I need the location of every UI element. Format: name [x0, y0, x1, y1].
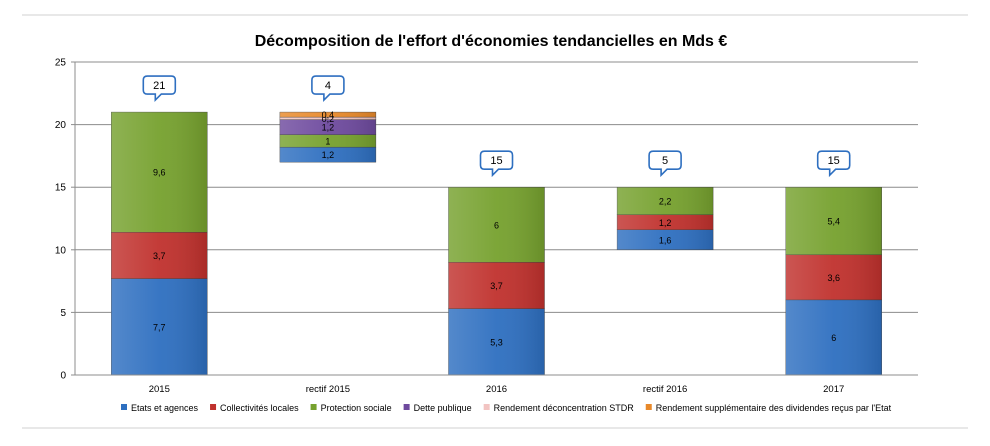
- total-label: 21: [153, 80, 165, 92]
- data-label: 7,7: [153, 322, 166, 332]
- data-label: 1,2: [322, 150, 335, 160]
- legend-label: Dette publique: [414, 403, 472, 413]
- bar-segment-shade: [448, 262, 545, 309]
- y-tick-label: 15: [55, 183, 67, 194]
- y-tick-label: 10: [55, 245, 67, 256]
- legend-swatch: [210, 404, 217, 410]
- legend-swatch: [645, 404, 652, 410]
- bar-segment-shade: [111, 112, 208, 233]
- data-label: 5,3: [490, 337, 503, 347]
- y-tick-label: 25: [55, 58, 67, 69]
- chart-title: Décomposition de l'effort d'économies te…: [255, 33, 728, 50]
- bar-segment-shade: [279, 117, 376, 120]
- x-tick-label: rectif 2015: [306, 384, 350, 395]
- total-label: 15: [490, 155, 502, 167]
- bars: 7,73,79,6211,211,20,20,445,33,76151,61,2…: [111, 75, 882, 376]
- bar-segment-shade: [279, 119, 376, 135]
- bar-segment-shade: [111, 232, 208, 279]
- data-label: 1: [325, 136, 330, 146]
- bar-segment-shade: [448, 308, 545, 375]
- data-label: 0,2: [322, 114, 335, 124]
- legend-label: Protection sociale: [321, 403, 392, 413]
- total-callout: [142, 75, 177, 103]
- data-label: 2,2: [659, 196, 672, 206]
- legend-swatch: [483, 404, 490, 410]
- data-label: 3,6: [827, 273, 840, 283]
- legend-swatch: [403, 404, 410, 410]
- data-label: 3,7: [153, 251, 166, 261]
- legend: Etats et agences Collectivités locales Pro…: [121, 403, 892, 413]
- data-label: 1,6: [659, 235, 672, 245]
- bar-segment-shade: [785, 299, 882, 375]
- total-callout: [311, 75, 345, 103]
- bar-segment-shade: [617, 214, 714, 230]
- legend-swatch: [121, 404, 127, 410]
- bar-segment-shade: [279, 112, 376, 118]
- data-label: 0,4: [322, 110, 335, 120]
- legend-label: Rendement supplémentaire des dividendes …: [656, 403, 892, 413]
- bar-segment-shade: [617, 229, 714, 250]
- legend-swatch: [310, 404, 317, 410]
- x-tick-label: rectif 2016: [643, 384, 687, 395]
- legend-label: Collectivités locales: [220, 403, 299, 413]
- total-label: 4: [325, 80, 331, 92]
- data-label: 6: [831, 333, 836, 343]
- bar-segment-shade: [279, 147, 376, 163]
- total-callout: [648, 150, 682, 178]
- total-label: 5: [662, 155, 668, 167]
- data-label: 1,2: [322, 123, 335, 133]
- data-label: 6: [494, 220, 499, 230]
- total-callout: [816, 150, 851, 178]
- bar-segment-shade: [111, 278, 208, 375]
- bar-segment-shade: [448, 187, 545, 263]
- data-label: 1,2: [659, 218, 672, 228]
- x-tick-label: 2017: [823, 384, 844, 395]
- total-label: 15: [828, 155, 840, 167]
- legend-label: Etats et agences: [131, 403, 199, 413]
- y-tick-label: 5: [60, 308, 66, 319]
- data-label: 3,7: [490, 281, 503, 291]
- bar-segment-shade: [785, 187, 882, 255]
- legend-label: Rendement déconcentration STDR: [494, 403, 635, 413]
- y-tick-label: 0: [60, 371, 66, 382]
- y-tick-label: 20: [55, 120, 67, 131]
- total-callout: [479, 150, 514, 178]
- bar-segment-shade: [617, 187, 714, 215]
- data-label: 9,6: [153, 168, 166, 178]
- x-tick-label: 2015: [149, 384, 170, 395]
- x-tick-label: 2016: [486, 384, 507, 395]
- bar-segment-shade: [785, 254, 882, 300]
- data-label: 5,4: [827, 217, 840, 227]
- bar-segment-shade: [279, 134, 376, 148]
